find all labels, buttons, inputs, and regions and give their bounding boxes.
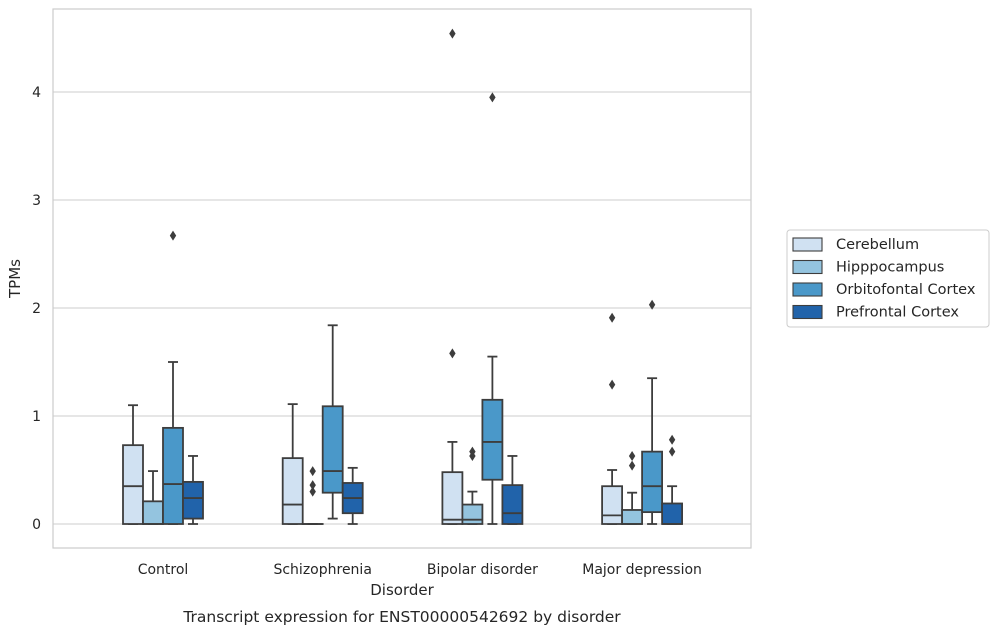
box-cerebellum <box>281 403 304 525</box>
box-iqr <box>122 444 144 525</box>
box-iqr <box>281 457 304 525</box>
legend-label: Prefrontal Cortex <box>836 305 959 321</box>
box-orbitofontal-cortex <box>321 324 344 520</box>
x-tick-label: Major depression <box>582 562 702 578</box>
box-orbitofontal-cortex <box>162 230 184 525</box>
legend-swatch <box>792 237 823 252</box>
box-iqr <box>142 500 164 525</box>
box-iqr <box>621 509 643 525</box>
box-prefrontal-cortex <box>341 466 364 525</box>
y-axis-label: TPMs <box>6 259 24 299</box>
box-iqr <box>182 480 204 520</box>
y-tick-label: 4 <box>32 85 41 101</box>
box-iqr <box>661 502 683 525</box>
box-iqr <box>501 484 524 525</box>
legend-label: Orbitofontal Cortex <box>836 282 976 298</box>
box-series <box>122 28 683 525</box>
x-tick-labels: Control Schizophrenia Bipolar disorder Majo… <box>138 562 702 578</box>
legend-label: Cerebellum <box>836 237 919 253</box>
box-prefrontal-cortex <box>501 455 524 525</box>
x-tick-label: Bipolar disorder <box>427 562 538 578</box>
y-tick-label: 1 <box>32 409 41 425</box>
box-iqr <box>441 471 464 525</box>
box-hipppocampus <box>621 450 643 525</box>
box-cerebellum <box>441 28 464 525</box>
box-hipppocampus <box>461 446 484 525</box>
box-iqr <box>641 450 663 514</box>
outlier-point <box>668 434 676 445</box>
box-cerebellum <box>122 404 144 525</box>
box-orbitofontal-cortex <box>641 299 663 525</box>
outlier-point <box>628 450 636 461</box>
outlier-point <box>608 379 616 390</box>
plot-frame <box>52 8 752 549</box>
box-iqr <box>481 398 504 481</box>
y-tick-label: 0 <box>32 517 41 533</box>
legend-frame <box>786 229 990 328</box>
box-prefrontal-cortex <box>182 455 204 525</box>
outlier-point <box>169 230 177 241</box>
box-iqr <box>321 405 344 494</box>
outlier-point <box>309 480 316 491</box>
legend: Cerebellum Hipppocampus Orbitofontal Corte… <box>786 229 990 328</box>
box-hipppocampus <box>301 466 324 525</box>
outlier-point <box>648 299 656 310</box>
x-axis-label: Disorder <box>370 581 434 599</box>
outlier-point <box>449 348 456 359</box>
outlier-point <box>469 446 476 457</box>
y-tick-label: 3 <box>32 193 41 209</box>
chart-caption: Transcript expression for ENST0000054269… <box>182 608 621 626</box>
outlier-point <box>449 28 456 39</box>
outlier-point <box>309 466 316 477</box>
legend-label: Hipppocampus <box>836 260 944 276</box>
y-tick-label: 2 <box>32 301 41 317</box>
box-iqr <box>162 426 184 525</box>
box-prefrontal-cortex <box>661 434 683 525</box>
outlier-point <box>608 312 616 323</box>
box-orbitofontal-cortex <box>481 92 504 525</box>
box-iqr <box>461 503 484 525</box>
y-tick-labels: 0 1 2 3 4 <box>32 85 41 533</box>
outlier-point <box>309 486 316 497</box>
box-cerebellum <box>601 312 623 525</box>
outlier-point <box>489 92 496 103</box>
outlier-point <box>668 446 676 457</box>
x-tick-label: Schizophrenia <box>273 562 371 578</box>
legend-swatch <box>792 282 823 297</box>
legend-swatch <box>792 304 823 320</box>
legend-swatch <box>792 259 823 275</box>
box-iqr <box>601 485 623 525</box>
x-tick-label: Control <box>138 562 189 578</box>
outlier-point <box>628 460 636 471</box>
